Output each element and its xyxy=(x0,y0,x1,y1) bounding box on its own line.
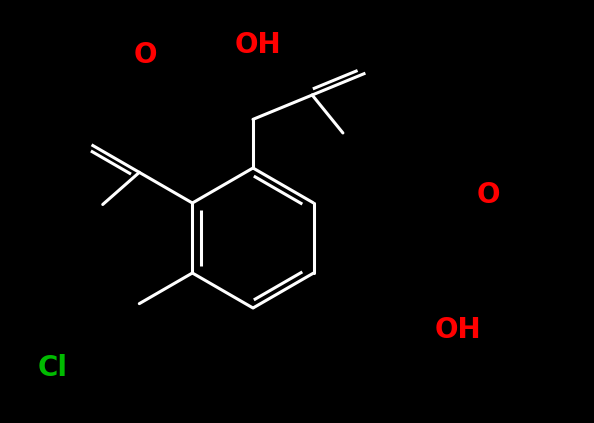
Text: O: O xyxy=(477,181,501,209)
Text: Cl: Cl xyxy=(37,354,67,382)
Text: OH: OH xyxy=(435,316,481,344)
Text: OH: OH xyxy=(235,31,281,59)
Text: O: O xyxy=(133,41,157,69)
